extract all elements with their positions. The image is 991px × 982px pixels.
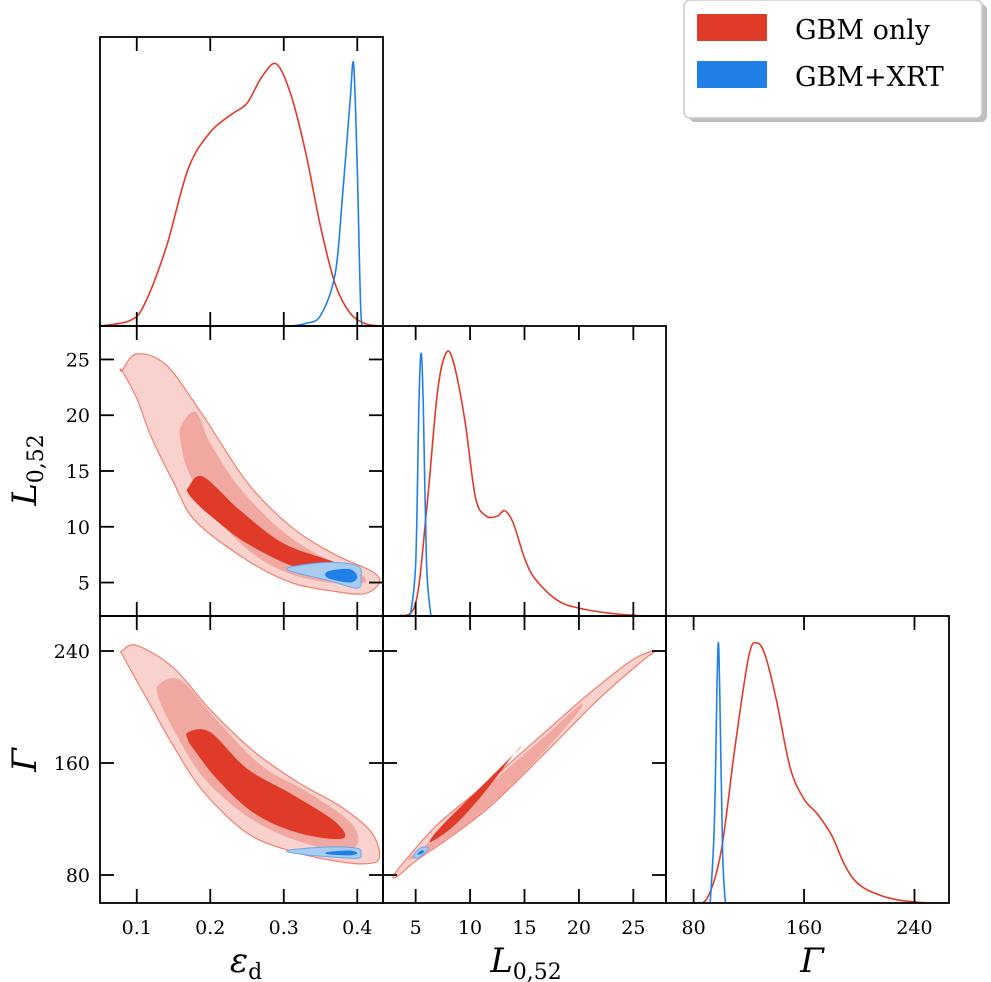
y-axis-label-L: L0,52 [5,434,49,507]
y-tick-label-L: 15 [66,461,90,483]
y-axis-label-G: Γ [5,747,45,773]
contour-gbm-only-level-2 [119,353,381,595]
panel-frame-2-2 [665,615,950,904]
panel-frame-1-1 [382,325,667,617]
contour-gbm-xrt-level-0 [417,850,425,855]
y-tick-label-G: 80 [66,865,90,887]
y-tick-label-L: 20 [66,405,90,427]
marginal-panel-eps [100,60,380,326]
x-axis-label-L-subscript: 0,52 [513,960,562,982]
marginal-curve-G-gbm-xrt [709,642,727,903]
marginal-panel-G [693,641,929,903]
legend-swatch-gbm-xrt [697,61,767,88]
contour-gbm-only-level-0 [186,729,346,840]
contour-gbm-only-level-0 [429,746,522,843]
x-tick-label-L: 15 [512,917,536,939]
x-tick-label-G: 80 [682,917,706,939]
marginal-curve-eps-gbm-only [100,62,380,326]
marginal-curve-L-gbm-xrt [409,352,432,616]
contour-fills-layer [119,353,657,879]
marginal-curve-eps-gbm-xrt [290,60,366,326]
x-tick-label-G: 240 [896,917,932,939]
panel-frame-0-0 [99,36,384,327]
legend-swatch-gbm-only [697,14,767,41]
x-tick-label-L: 20 [567,917,591,939]
x-tick-label-eps: 0.2 [195,917,225,939]
y-axis-label-L-symbol: L [5,483,45,507]
legend-label-gbm-only: GBM only [795,15,931,46]
y-tick-label-G: 160 [54,753,90,775]
marginal-curve-G-gbm-only [693,641,929,903]
x-axis-label-G: Γ [799,941,825,981]
y-axis-label-L-subscript: 0,52 [24,434,49,483]
x-tick-label-eps: 0.4 [342,917,372,939]
x-tick-label-L: 25 [621,917,645,939]
marginal-curves-layer [100,60,929,903]
y-axis-label-G-symbol: Γ [5,747,45,773]
x-axis-label-L: L0,52 [489,941,562,982]
y-tick-label-L: 25 [66,349,90,371]
marginal-curve-L-gbm-only [398,350,645,616]
x-tick-label-L: 5 [410,917,422,939]
x-axis-label-G-symbol: Γ [799,941,825,981]
x-tick-label-G: 160 [786,917,822,939]
tick-marks-layer [100,37,916,903]
legend: GBM only GBM+XRT [683,0,987,122]
contour-gbm-xrt-level-0 [325,850,358,856]
contour-gbm-only-level-0 [186,475,346,572]
joint-panel-eps-G [120,644,381,865]
x-axis-label-eps-subscript: d [248,960,262,982]
contour-gbm-xrt-level-0 [325,568,358,583]
x-tick-label-eps: 0.1 [122,917,152,939]
x-tick-label-L: 10 [458,917,482,939]
x-axis-label-eps-symbol: ε [230,941,248,981]
y-tick-label-L: 5 [78,573,90,595]
x-tick-label-eps: 0.3 [269,917,299,939]
y-tick-label-G: 240 [54,641,90,663]
y-tick-label-L: 10 [66,517,90,539]
x-axis-label-eps: εd [230,941,262,982]
legend-label-gbm-xrt: GBM+XRT [795,62,944,93]
contour-gbm-xrt-level-1 [286,846,362,859]
labels-layer: 0.1 0.2 0.3 0.4 5 10 15 20 25 80 160 240 5 10 15 20 25 80… [5,349,933,982]
x-axis-label-L-symbol: L [489,941,513,981]
joint-panel-eps-L [119,353,381,595]
marginal-panel-L [398,350,645,616]
joint-panel-L-G [392,650,657,879]
